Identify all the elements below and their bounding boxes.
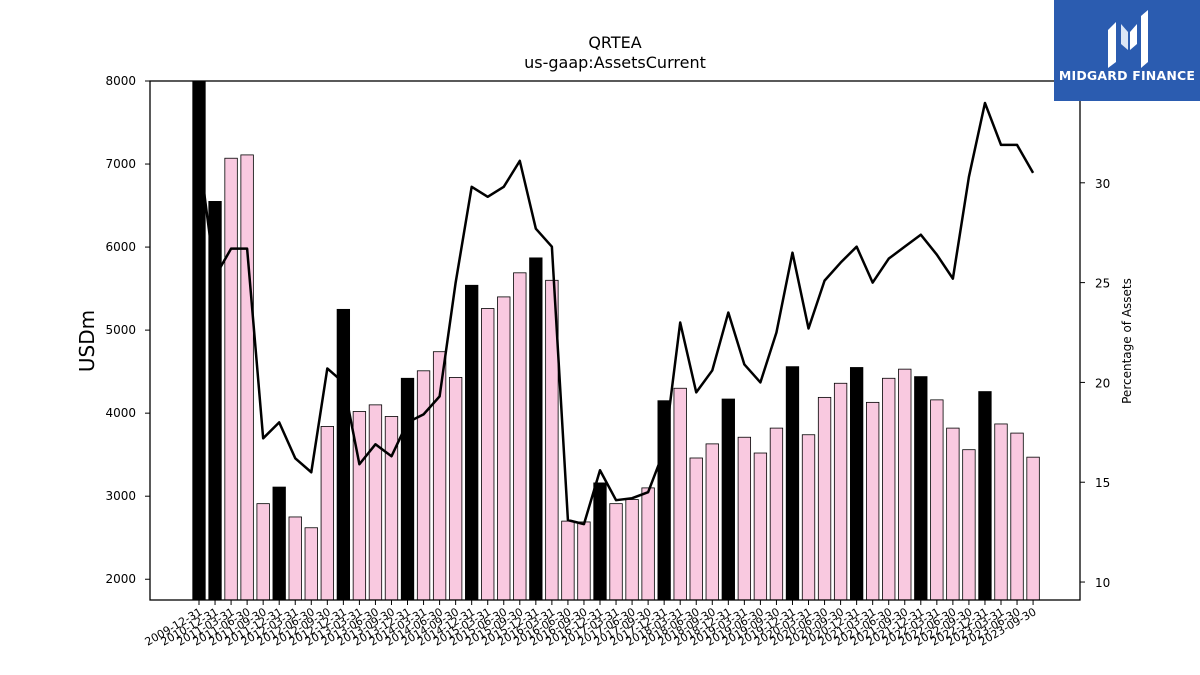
- x-axis: 2009-12-312010-12-312011-03-312011-06-30…: [143, 600, 1039, 649]
- y2-tick-label: 25: [1095, 277, 1110, 291]
- bar-2018-06-30: [737, 436, 752, 601]
- bar-2022-12-31: [1026, 456, 1040, 601]
- bar-2021-06-30: [930, 399, 944, 601]
- bar-2010-12-31: [256, 503, 270, 601]
- bar-2018-12-31: [769, 427, 784, 601]
- y2-tick-label: 20: [1095, 376, 1110, 390]
- bar-2018-09-30: [753, 452, 768, 601]
- bar-2013-03-31: [400, 377, 415, 601]
- bar-2019-12-31: [833, 382, 848, 601]
- bar-2016-06-30: [609, 503, 623, 601]
- bar-2015-12-31: [577, 521, 591, 601]
- chart-title: QRTEA: [588, 33, 641, 52]
- bar-2019-03-31: [785, 366, 800, 601]
- bar-2015-09-30: [561, 520, 575, 601]
- bar-2017-09-30: [689, 457, 703, 601]
- percentage-line: [197, 101, 1035, 526]
- y-tick-label: 5000: [105, 323, 136, 337]
- bar-2019-09-30: [817, 396, 832, 601]
- bar-2021-09-30: [946, 427, 960, 601]
- bar-2020-09-30: [882, 377, 896, 601]
- y2-tick-label: 15: [1095, 476, 1110, 490]
- y-tick-label: 4000: [105, 406, 136, 420]
- bar-2010-03-31: [208, 201, 222, 601]
- bar-2014-12-31: [513, 272, 527, 601]
- bar-2021-03-31: [914, 376, 928, 601]
- brand-logo: MIDGARD FINANCE: [1054, 0, 1200, 101]
- plot-frame: [149, 80, 1081, 601]
- bar-2022-03-31: [978, 391, 992, 601]
- bar-2016-09-30: [625, 499, 639, 601]
- y-tick-label: 7000: [105, 157, 136, 171]
- bar-2013-12-31: [448, 377, 463, 601]
- y2-axis: 10 15 20 25 30: [1080, 177, 1110, 590]
- y-tick-label: 3000: [105, 489, 136, 503]
- bar-2014-03-31: [465, 284, 479, 601]
- bar-2010-09-30: [240, 154, 254, 601]
- bar-2012-03-31: [336, 308, 351, 601]
- bar-2022-09-30: [1010, 432, 1024, 601]
- bar-2015-03-31: [529, 257, 543, 601]
- bar-2017-03-31: [657, 400, 671, 601]
- bar-2011-06-30: [288, 516, 302, 601]
- bar-2010-06-30: [224, 157, 238, 601]
- y-axis-label: USDm: [75, 310, 99, 372]
- bar-2021-12-31: [962, 449, 976, 601]
- bar-2012-12-31: [384, 416, 399, 601]
- bar-series: [192, 80, 1040, 601]
- y2-tick-label: 30: [1095, 177, 1110, 191]
- bar-2011-12-31: [320, 426, 334, 601]
- bar-2012-09-30: [368, 404, 383, 601]
- bar-2017-06-30: [673, 387, 687, 601]
- line-series: [197, 101, 1035, 526]
- y-axis: 2000 3000 4000 5000 6000 7000 8000: [105, 74, 150, 586]
- bar-2019-06-30: [801, 434, 816, 601]
- chart-subtitle: us-gaap:AssetsCurrent: [524, 53, 706, 72]
- brand-logo-text: MIDGARD FINANCE: [1058, 68, 1196, 83]
- bar-2020-06-30: [866, 401, 880, 601]
- midgard-logo-icon: [1108, 10, 1148, 68]
- bar-2020-12-31: [898, 368, 912, 601]
- bar-2013-06-30: [416, 370, 431, 601]
- bar-2011-09-30: [304, 527, 318, 601]
- bar-2018-03-31: [721, 398, 735, 601]
- y2-axis-label: Percentage of Assets: [1120, 278, 1134, 404]
- bar-2011-03-31: [272, 486, 286, 601]
- bar-2014-09-30: [497, 296, 511, 601]
- y2-tick-label: 10: [1095, 576, 1110, 590]
- bar-2022-06-30: [994, 423, 1008, 601]
- y-tick-label: 8000: [105, 74, 136, 88]
- bar-2017-12-31: [705, 443, 719, 601]
- y-tick-label: 6000: [105, 240, 136, 254]
- y-tick-label: 2000: [105, 572, 136, 586]
- bar-2014-06-30: [481, 308, 495, 601]
- bar-2016-12-31: [641, 487, 655, 601]
- bar-2020-03-31: [849, 367, 864, 601]
- bar-2016-03-31: [593, 482, 607, 601]
